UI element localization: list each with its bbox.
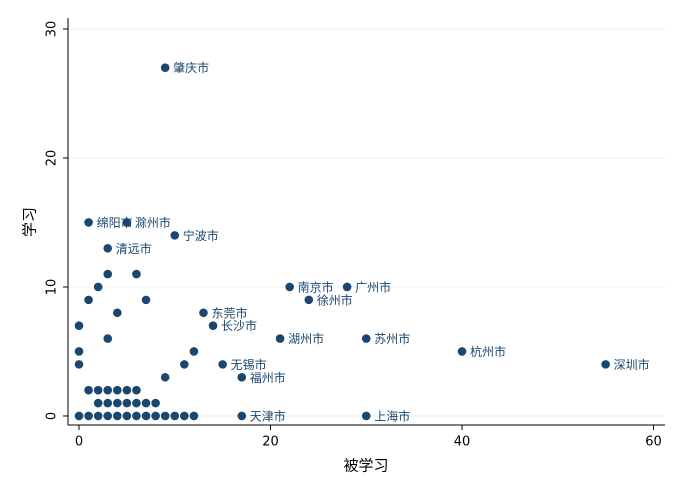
point-label: 杭州市 — [470, 344, 506, 359]
point-label: 徐州市 — [317, 292, 353, 307]
point — [160, 63, 170, 72]
point — [304, 295, 314, 305]
point-label: 广州市 — [355, 279, 391, 294]
point — [122, 218, 132, 227]
x-tick-label: 0 — [75, 435, 83, 450]
point — [103, 334, 113, 343]
point — [84, 295, 93, 305]
point — [93, 385, 103, 395]
x-tick-label: 40 — [454, 435, 471, 450]
point — [342, 282, 352, 292]
y-tick-label: 20 — [45, 150, 60, 167]
point-label: 宁波市 — [183, 228, 219, 243]
x-axis-title: 被学习 — [343, 457, 388, 475]
point — [113, 411, 122, 421]
x-tick-label: 20 — [262, 435, 279, 450]
point — [189, 347, 199, 356]
point — [189, 411, 199, 421]
point — [361, 411, 371, 421]
point — [457, 347, 467, 356]
point — [141, 295, 151, 305]
point — [132, 385, 141, 395]
point — [103, 411, 113, 421]
point — [141, 411, 151, 421]
point — [93, 282, 103, 292]
point — [103, 269, 113, 279]
point — [180, 411, 189, 421]
point-label: 无锡市 — [231, 357, 267, 372]
point-label: 上海市 — [374, 408, 410, 423]
point-label: 苏州市 — [374, 331, 410, 346]
y-tick-label: 10 — [45, 279, 60, 296]
point — [132, 411, 141, 421]
point — [84, 411, 93, 421]
point — [208, 321, 218, 330]
point — [141, 398, 151, 408]
point — [170, 411, 180, 421]
point — [160, 411, 170, 421]
point — [113, 385, 122, 395]
point — [93, 411, 103, 421]
point-label: 天津市 — [250, 408, 286, 423]
point — [132, 269, 141, 279]
point-label: 肇庆市 — [173, 60, 209, 75]
point-label: 长沙市 — [221, 318, 257, 333]
point — [132, 398, 141, 408]
point-label: 湖州市 — [288, 331, 324, 346]
point-label: 清远市 — [116, 241, 152, 256]
point — [93, 398, 103, 408]
point — [74, 347, 84, 356]
point — [74, 360, 84, 369]
point — [361, 334, 371, 343]
point — [84, 218, 93, 227]
point — [103, 385, 113, 395]
point — [122, 398, 132, 408]
point — [84, 385, 93, 395]
y-tick-label: 0 — [45, 412, 60, 420]
point — [113, 308, 122, 318]
point — [237, 411, 247, 421]
point — [275, 334, 285, 343]
point — [237, 372, 247, 382]
point — [103, 243, 113, 253]
point-label: 绵阳市 — [97, 215, 133, 230]
x-tick-label: 60 — [645, 435, 662, 450]
point-label: 滁州市 — [135, 215, 171, 230]
point — [160, 372, 170, 382]
point — [122, 385, 132, 395]
y-tick-label: 30 — [45, 21, 60, 38]
point-label: 东莞市 — [211, 305, 247, 320]
point — [113, 398, 122, 408]
point-label: 南京市 — [298, 279, 334, 294]
point — [218, 360, 227, 369]
point — [122, 411, 132, 421]
point-label: 深圳市 — [614, 357, 650, 372]
point — [199, 308, 208, 318]
point-label: 福州市 — [250, 370, 286, 385]
y-axis-title: 学习 — [21, 207, 39, 237]
point — [74, 411, 84, 421]
point — [180, 360, 189, 369]
point — [601, 360, 610, 369]
point — [103, 398, 113, 408]
point — [285, 282, 294, 292]
point — [170, 231, 180, 240]
point — [151, 411, 160, 421]
point — [151, 398, 160, 408]
point — [74, 321, 84, 330]
